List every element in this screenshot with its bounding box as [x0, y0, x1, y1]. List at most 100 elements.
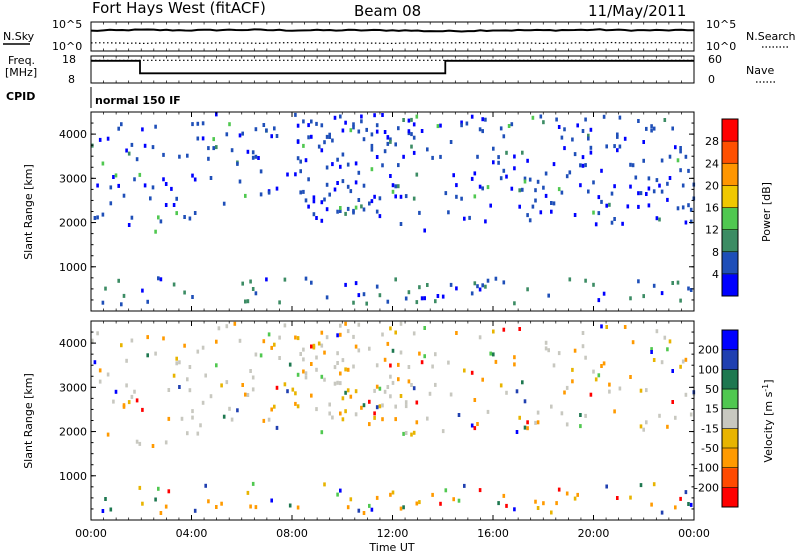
velocity-cell — [204, 483, 207, 488]
power-cell — [122, 193, 126, 198]
power-cell — [349, 189, 353, 194]
power-cell — [130, 142, 134, 147]
power-cell — [666, 197, 669, 202]
power-cell — [296, 139, 300, 144]
power-cell — [302, 143, 305, 148]
power-cell — [550, 209, 553, 214]
power-cell — [215, 145, 218, 150]
cpid-label: CPID — [6, 90, 35, 103]
power-cell — [365, 127, 368, 132]
velocity-cell — [236, 408, 239, 413]
freq-label: Freq. — [8, 54, 35, 67]
power-cell — [552, 162, 556, 167]
velocity-cell — [217, 326, 221, 331]
velocity-cell — [204, 373, 207, 378]
power-cell — [637, 279, 640, 284]
power-cell — [381, 163, 384, 168]
power-cell — [499, 126, 503, 131]
power-cell — [647, 176, 651, 181]
power-cell — [687, 286, 690, 291]
power-cell — [486, 185, 490, 190]
power-cell — [127, 223, 131, 227]
velocity-cell — [175, 361, 178, 366]
velocity-cell — [191, 415, 194, 420]
power-cell — [410, 144, 413, 149]
power-cell — [613, 217, 616, 221]
power-cell — [251, 150, 255, 155]
power-cell — [315, 121, 318, 126]
power-cell — [441, 294, 445, 299]
velocity-cell — [310, 344, 313, 349]
power-cell — [354, 161, 358, 166]
power-cell — [386, 141, 390, 146]
power-cell — [375, 284, 379, 289]
power-cell — [404, 296, 408, 301]
power-cell — [336, 157, 339, 162]
power-cell — [93, 216, 97, 220]
power-cell — [415, 114, 419, 119]
velocity-cell — [278, 356, 281, 360]
power-cell — [605, 144, 608, 149]
power-cell — [671, 281, 674, 285]
power-cell — [581, 129, 585, 133]
velocity-cell — [320, 330, 324, 335]
power-cell — [175, 196, 178, 201]
power-cell — [304, 276, 308, 281]
power-cell — [616, 148, 619, 153]
station-title: Fort Hays West (fitACF) — [92, 0, 266, 17]
velocity-cell — [164, 440, 168, 445]
power-cell — [449, 140, 453, 144]
power-cell — [510, 186, 514, 191]
velocity-cell — [207, 499, 210, 504]
nsearch-line — [90, 41, 695, 45]
power-cell — [267, 190, 271, 195]
power-cell — [655, 178, 659, 183]
power-cell — [325, 295, 329, 300]
power-cell — [357, 293, 361, 298]
power-cell — [368, 201, 371, 206]
power-cell — [679, 149, 682, 154]
power-cell — [423, 296, 426, 301]
power-cell — [333, 115, 337, 120]
power-cell — [378, 196, 382, 201]
velocity-cell — [151, 444, 155, 448]
power-cell — [104, 286, 107, 291]
power-cell — [172, 203, 176, 207]
nsky-tick-hi: 10^5 — [52, 18, 82, 31]
power-cell — [407, 129, 411, 134]
power-cell — [328, 135, 331, 139]
power-cell — [418, 285, 421, 290]
power-cell — [354, 281, 358, 286]
power-cell — [157, 276, 160, 281]
power-cell — [360, 119, 363, 124]
velocity-cell — [104, 497, 107, 501]
power-cell — [310, 280, 313, 285]
power-cell — [594, 222, 598, 227]
power-cell — [362, 292, 366, 297]
power-cell — [391, 183, 395, 188]
power-cell — [360, 204, 363, 209]
power-cell — [96, 215, 99, 220]
power-cell — [117, 183, 120, 188]
power-cell — [344, 282, 347, 287]
power-cell — [473, 281, 477, 286]
power-cell — [201, 121, 205, 126]
velocity-cell — [183, 343, 186, 348]
power-cell — [328, 192, 331, 197]
velocity-cell — [125, 383, 128, 388]
velocity-cell — [262, 339, 266, 344]
power-cell — [616, 134, 619, 139]
power-cell — [117, 126, 120, 131]
velocity-cell — [225, 324, 229, 329]
power-cell — [539, 210, 543, 215]
power-cell — [283, 277, 287, 282]
power-cell — [528, 177, 532, 182]
velocity-cell — [270, 498, 273, 503]
power-colorbar-tick-label: 16 — [705, 202, 719, 215]
power-cell — [531, 204, 535, 209]
velocity-cell — [302, 357, 305, 362]
power-colorbar-swatch — [722, 229, 738, 253]
velocity-cell — [138, 441, 142, 446]
power-cell — [658, 217, 661, 222]
power-cell — [149, 196, 152, 201]
